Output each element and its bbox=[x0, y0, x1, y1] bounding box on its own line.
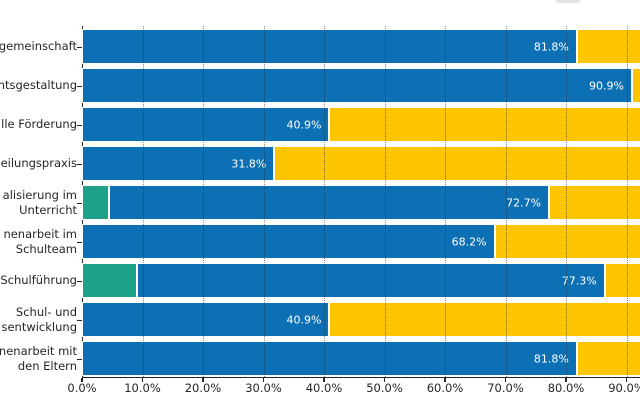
bar-value-label: 72.7% bbox=[506, 196, 542, 209]
bar-value-label: 90.9% bbox=[588, 79, 624, 92]
bar-row: 31.8% bbox=[82, 146, 640, 181]
x-tick-mark bbox=[565, 378, 567, 382]
gridline-20.0% bbox=[203, 26, 204, 377]
y-tick-mark bbox=[77, 280, 82, 282]
y-category-label: eilungspraxis bbox=[0, 156, 77, 170]
segment-green bbox=[82, 263, 138, 298]
segment-blue: 40.9% bbox=[82, 107, 330, 142]
y-category-label: Schul- und sentwicklung bbox=[1, 304, 77, 334]
y-tick-mark bbox=[77, 358, 82, 360]
segment-green bbox=[82, 185, 110, 220]
gridline-70.0% bbox=[505, 26, 507, 377]
x-tick-label: 50.0% bbox=[366, 381, 403, 395]
segment-yellow bbox=[631, 68, 640, 103]
y-tick-mark bbox=[77, 241, 82, 243]
x-tick-mark bbox=[141, 378, 144, 382]
segment-yellow bbox=[494, 224, 640, 259]
segment-yellow bbox=[549, 185, 640, 220]
segment-blue: 81.8% bbox=[82, 29, 577, 64]
bar-value-label: 68.2% bbox=[451, 235, 487, 248]
bar-row: 81.8% bbox=[82, 29, 640, 64]
gridline-50.0% bbox=[384, 26, 386, 377]
x-tick-mark bbox=[202, 378, 204, 382]
bar-value-label: 77.3% bbox=[561, 274, 597, 287]
segment-yellow bbox=[576, 29, 640, 64]
y-tick-mark bbox=[77, 319, 82, 321]
gridline-10.0% bbox=[142, 26, 144, 377]
x-tick-mark bbox=[262, 378, 265, 382]
y-tick-mark bbox=[77, 46, 82, 48]
gridline-60.0% bbox=[445, 26, 446, 377]
y-category-label: nenarbeit mit den Eltern bbox=[0, 343, 77, 373]
x-tick-label: 0.0% bbox=[67, 381, 97, 395]
y-tick-mark bbox=[77, 202, 82, 204]
bar-value-label: 81.8% bbox=[533, 40, 569, 53]
gridline-90.0% bbox=[626, 26, 628, 377]
x-tick-label: 30.0% bbox=[245, 381, 282, 395]
y-category-label: Schulführung bbox=[0, 273, 77, 287]
y-category-label: gemeinschaft bbox=[0, 39, 77, 53]
x-tick-label: 80.0% bbox=[547, 381, 585, 395]
clipped-legend-fragment bbox=[556, 0, 580, 3]
y-category-label: htsgestaltung bbox=[0, 78, 77, 92]
x-tick-mark bbox=[625, 378, 628, 382]
bar-row: 40.9% bbox=[82, 302, 640, 337]
bar-row: 77.3% bbox=[82, 263, 640, 298]
x-tick-mark bbox=[504, 378, 507, 382]
bar-row: 81.8% bbox=[82, 341, 640, 376]
x-tick-label: 90.0% bbox=[608, 381, 640, 395]
bar-value-label: 81.8% bbox=[533, 352, 569, 365]
bar-value-label: 40.9% bbox=[286, 313, 322, 326]
segment-blue: 68.2% bbox=[82, 224, 495, 259]
gridline-40.0% bbox=[324, 26, 325, 377]
bar-row: 72.7% bbox=[82, 185, 640, 220]
segment-blue: 31.8% bbox=[82, 146, 275, 181]
x-tick-label: 10.0% bbox=[124, 381, 161, 395]
x-tick-mark bbox=[444, 378, 446, 382]
segment-yellow bbox=[604, 263, 640, 298]
x-tick-label: 20.0% bbox=[184, 381, 222, 395]
bar-row: 68.2% bbox=[82, 224, 640, 259]
x-axis-spine bbox=[81, 377, 640, 379]
bar-row: 90.9% bbox=[82, 68, 640, 103]
y-tick-mark bbox=[77, 85, 82, 87]
segment-blue: 90.9% bbox=[82, 68, 632, 103]
y-category-label: nenarbeit im Schulteam bbox=[3, 226, 77, 256]
x-tick-mark bbox=[81, 378, 83, 382]
segment-yellow bbox=[329, 107, 640, 142]
segment-yellow bbox=[329, 302, 640, 337]
x-tick-label: 60.0% bbox=[426, 381, 464, 395]
bar-row: 40.9% bbox=[82, 107, 640, 142]
segment-blue: 81.8% bbox=[82, 341, 577, 376]
segment-blue: 77.3% bbox=[137, 263, 605, 298]
x-tick-mark bbox=[383, 378, 386, 382]
y-category-label: alisierung im Unterricht bbox=[2, 187, 77, 217]
x-tick-mark bbox=[323, 378, 325, 382]
segment-yellow bbox=[274, 146, 640, 181]
y-tick-mark bbox=[77, 124, 82, 126]
bar-value-label: 31.8% bbox=[231, 157, 267, 170]
x-tick-label: 70.0% bbox=[487, 381, 524, 395]
segment-blue: 40.9% bbox=[82, 302, 330, 337]
gridline-80.0% bbox=[566, 26, 567, 377]
y-tick-mark bbox=[77, 163, 82, 165]
x-tick-label: 40.0% bbox=[305, 381, 343, 395]
bar-value-label: 40.9% bbox=[286, 118, 322, 131]
segment-blue: 72.7% bbox=[109, 185, 550, 220]
y-category-label: lle Förderung bbox=[1, 117, 77, 131]
gridline-30.0% bbox=[263, 26, 265, 377]
segment-yellow bbox=[576, 341, 640, 376]
